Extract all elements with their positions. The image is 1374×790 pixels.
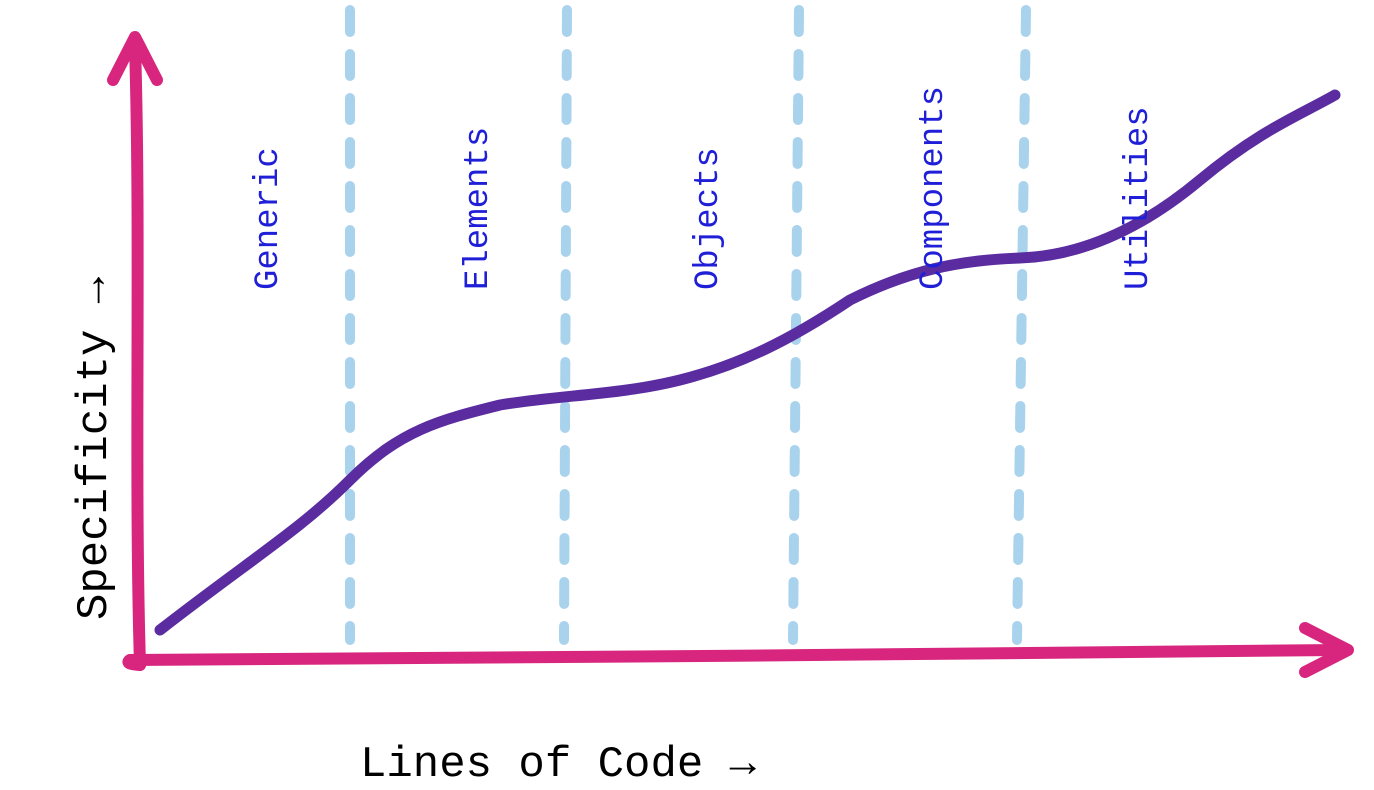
divider-line bbox=[793, 10, 799, 640]
region-label: Elements bbox=[460, 127, 498, 290]
divider-line bbox=[564, 10, 567, 640]
chart-canvas bbox=[0, 0, 1374, 780]
region-label: Utilities bbox=[1120, 106, 1158, 290]
region-label: Objects bbox=[690, 147, 728, 290]
x-axis-label: Lines of Code → bbox=[360, 740, 756, 790]
y-axis-label: Specificity → bbox=[70, 277, 120, 620]
x-axis-line bbox=[130, 650, 1340, 660]
region-label: Components bbox=[915, 86, 953, 290]
axis-origin-corner bbox=[128, 660, 140, 665]
divider-line bbox=[1017, 10, 1026, 640]
region-label: Generic bbox=[250, 147, 288, 290]
y-axis-line bbox=[135, 45, 140, 665]
specificity-chart: Specificity → Lines of Code → GenericEle… bbox=[0, 0, 1374, 780]
specificity-curve bbox=[160, 95, 1335, 630]
